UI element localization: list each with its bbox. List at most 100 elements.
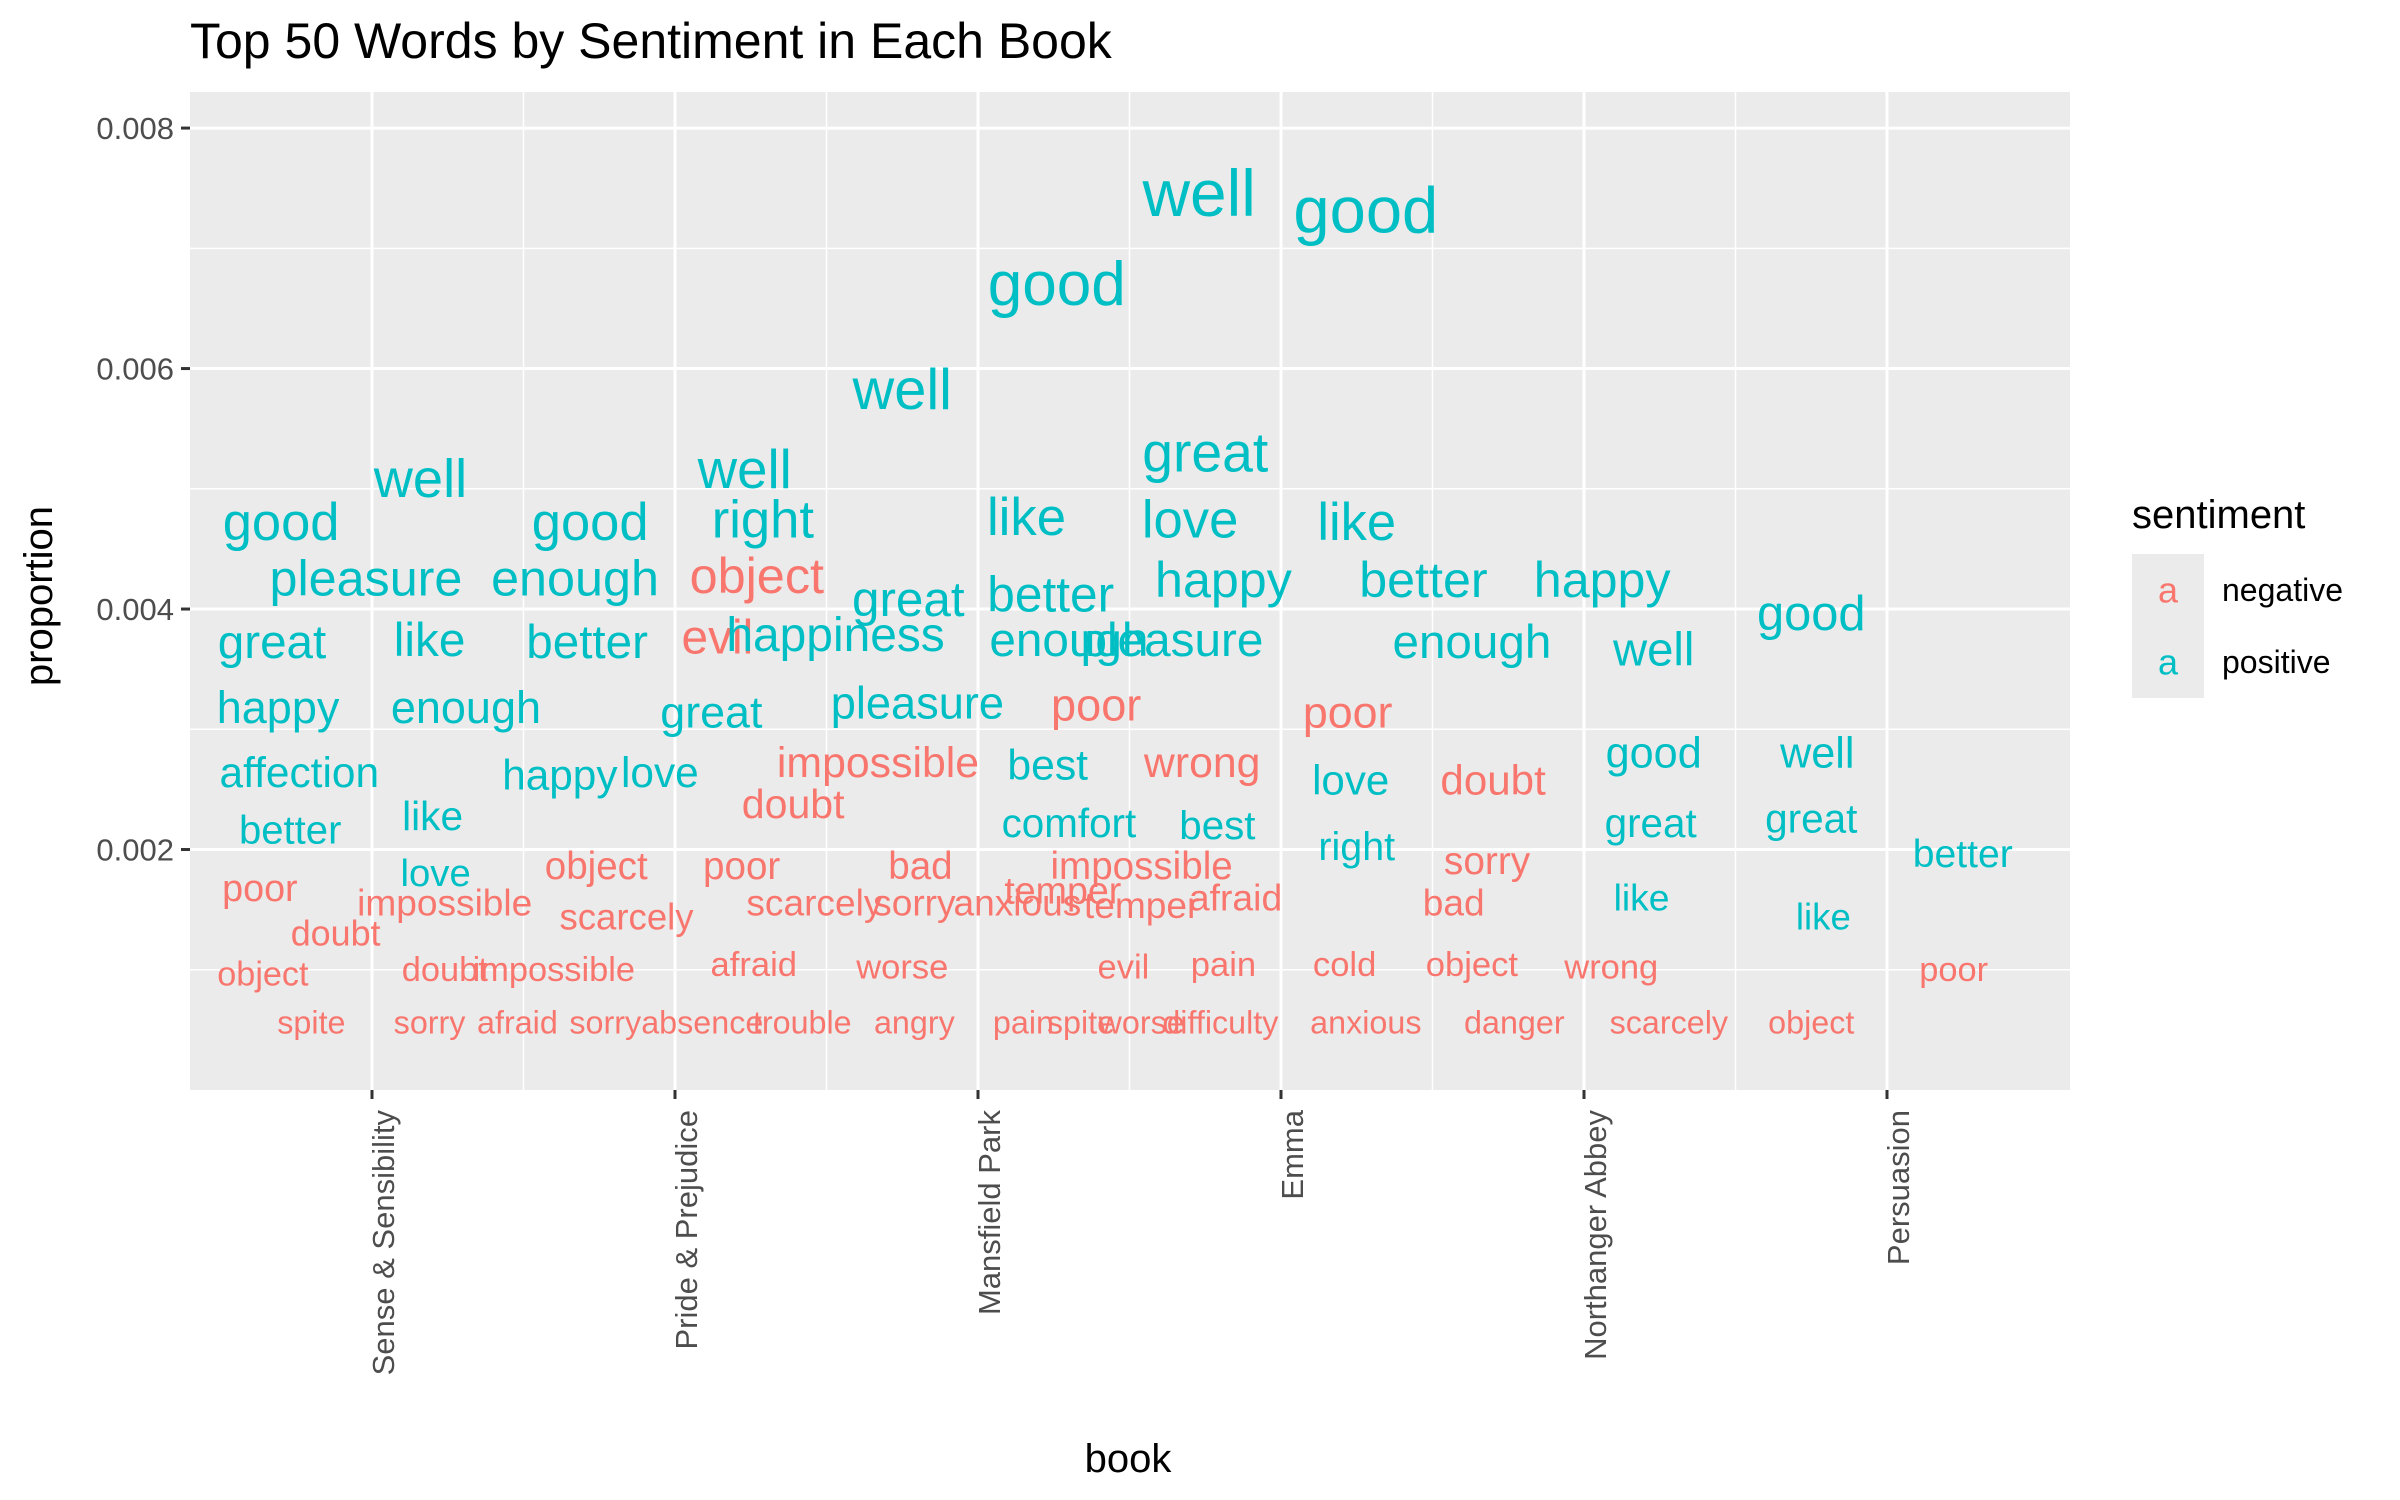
legend-label: negative [2222, 572, 2343, 608]
word-label-negative: object [217, 956, 309, 994]
legend-key [2132, 626, 2204, 698]
word-label-positive: happy [502, 751, 618, 798]
word-label-negative: absence [641, 1005, 763, 1041]
word-label-positive: pleasure [269, 549, 462, 606]
word-label-positive: comfort [1002, 800, 1137, 846]
word-label-positive: best [1179, 803, 1255, 848]
word-label-negative: object [1426, 946, 1519, 984]
word-label-negative: impossible [1050, 845, 1232, 888]
y-axis-title: proportion [17, 506, 61, 686]
word-label-negative: trouble [753, 1005, 852, 1041]
y-tick-label: 0.004 [96, 592, 174, 627]
word-label-negative: doubt [1440, 756, 1546, 803]
word-label-negative: angry [874, 1005, 956, 1041]
word-label-negative: bad [1423, 881, 1485, 923]
word-label-positive: like [1317, 493, 1396, 552]
x-axis: Sense & Sensibility Pride & Prejudice Mans… [366, 1090, 1916, 1375]
word-label-negative: impossible [357, 881, 532, 923]
y-tick-label: 0.006 [96, 352, 174, 387]
legend: sentiment a negative a positive [2132, 493, 2343, 698]
word-label-positive: good [1293, 173, 1438, 246]
word-label-negative: object [545, 845, 648, 888]
word-label-negative: impossible [473, 951, 635, 989]
word-label-negative: scarcely [559, 896, 694, 937]
x-tick-label: Pride & Prejudice [669, 1110, 704, 1350]
word-label-positive: like [1796, 896, 1851, 937]
word-label-negative: bad [888, 845, 952, 888]
word-label-negative: sorry [569, 1005, 642, 1041]
word-label-negative: doubt [402, 951, 489, 989]
word-label-positive: enough [989, 614, 1148, 667]
word-label-negative: pain [1191, 946, 1256, 984]
word-label-negative: difficulty [1162, 1005, 1279, 1041]
word-label-positive: good [988, 250, 1126, 319]
word-label-positive: better [526, 616, 648, 669]
word-label-positive: better [1913, 833, 2013, 876]
word-label-positive: happiness [726, 609, 944, 662]
word-label-negative: poor [703, 845, 780, 888]
word-label-positive: happy [1155, 552, 1292, 608]
word-label-positive: better [987, 567, 1114, 623]
word-label-positive: right [712, 491, 815, 550]
minor-gridlines [190, 92, 2070, 1090]
word-label-positive: happy [1534, 552, 1671, 608]
word-label-negative: worse [1098, 1005, 1185, 1041]
word-label-negative: spite [277, 1005, 345, 1041]
word-label-positive: well [851, 358, 952, 422]
word-label-negative: poor [1051, 680, 1141, 731]
word-label-negative: sorry [1444, 840, 1531, 883]
word-label-positive: great [1605, 800, 1697, 846]
legend-title: sentiment [2132, 493, 2305, 537]
word-label-negative: temper [1084, 884, 1199, 926]
word-label-negative: object [690, 547, 824, 604]
word-label-positive: better [1359, 552, 1487, 608]
word-label-positive: like [402, 793, 463, 839]
word-label-negative: evil [682, 611, 754, 664]
legend-key-glyph: a [2158, 570, 2179, 611]
word-label-positive: like [394, 614, 466, 667]
word-label-positive: love [400, 852, 470, 895]
legend-label: positive [2222, 644, 2331, 680]
word-label-positive: right [1318, 825, 1395, 869]
word-label-positive: great [1765, 795, 1857, 841]
word-label-negative: scarcely [746, 881, 882, 923]
y-tick-label: 0.008 [96, 111, 174, 146]
legend-key-glyph: a [2158, 642, 2179, 683]
word-label-positive: best [1007, 741, 1088, 789]
legend-key [2132, 554, 2204, 626]
x-tick-label: Sense & Sensibility [366, 1110, 401, 1376]
word-label-positive: well [1612, 623, 1694, 676]
word-label-negative: anxious [953, 881, 1081, 923]
word-label-positive: great [852, 572, 965, 627]
word-label-positive: great [660, 687, 763, 737]
word-label-positive: pleasure [831, 677, 1004, 728]
word-label-positive: well [1779, 729, 1854, 777]
word-label-positive: great [218, 616, 326, 669]
word-label-negative: sorry [873, 881, 956, 923]
word-label-negative: danger [1464, 1005, 1565, 1041]
word-label-negative: afraid [477, 1005, 558, 1041]
word-label-positive: happy [217, 682, 340, 733]
word-label-negative: impossible [777, 739, 979, 787]
word-label-negative: doubt [291, 914, 381, 954]
word-label-positive: good [1757, 587, 1866, 641]
word-label-positive: enough [1392, 616, 1551, 669]
word-label-positive: love [621, 749, 699, 796]
word-label-negative: scarcely [1610, 1005, 1729, 1041]
major-gridlines [190, 92, 2070, 1090]
word-label-negative: evil [1098, 948, 1150, 986]
word-label-positive: better [239, 808, 342, 852]
y-axis: 0.002 0.004 0.006 0.008 [96, 111, 190, 868]
word-label-positive: affection [220, 749, 379, 796]
word-label-negative: wrong [1143, 739, 1261, 787]
word-label-positive: pleasure [1080, 614, 1263, 667]
word-label-positive: love [1312, 756, 1389, 803]
word-label-negative: poor [1919, 951, 1988, 989]
word-label-positive: like [987, 488, 1066, 547]
word-label-positive: well [373, 449, 467, 509]
word-label-positive: good [1606, 729, 1702, 777]
word-label-positive: like [1614, 877, 1670, 919]
word-label-positive: well [697, 439, 792, 500]
